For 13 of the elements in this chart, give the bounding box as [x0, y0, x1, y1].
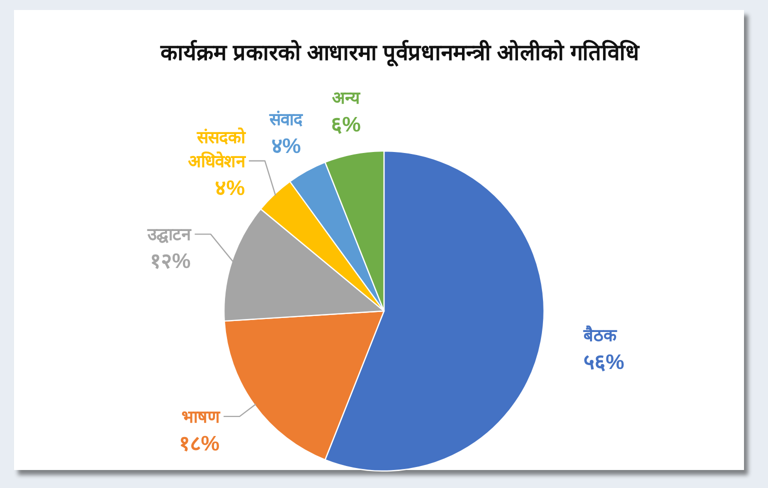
slice-label: संवाद: [268, 110, 304, 129]
slice-label: भाषण: [182, 407, 221, 426]
slice-label: उद्घाटन: [146, 225, 192, 244]
slice-label: बैठक: [582, 325, 618, 346]
data-label: ६%: [331, 113, 362, 136]
slice-label: संसदको अधिवेशन: [188, 126, 246, 171]
data-label: ४%: [271, 134, 302, 158]
data-label: ४%: [215, 176, 246, 200]
data-label: ५६%: [584, 351, 625, 374]
slice-label: अन्य: [332, 88, 361, 108]
chart-title: कार्यक्रम प्रकारको आधारमा पूर्वप्रधानमन्त्री ओलीको गतिविधि: [160, 39, 640, 67]
data-label: १८%: [178, 432, 220, 456]
data-label: १२%: [150, 250, 192, 274]
